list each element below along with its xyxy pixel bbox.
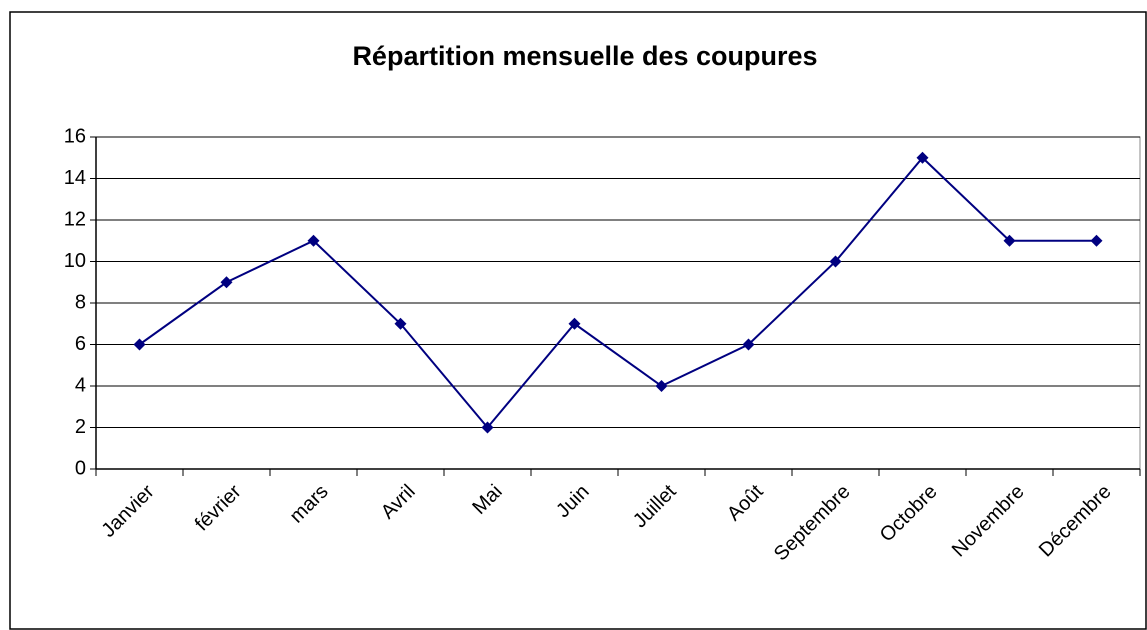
marker — [568, 317, 581, 330]
marker — [655, 380, 668, 392]
y-tick-label: 0 — [75, 457, 86, 479]
marker — [133, 338, 146, 351]
marker — [220, 276, 233, 289]
y-tick-label: 16 — [64, 125, 86, 147]
marker — [742, 338, 755, 351]
marker — [394, 317, 407, 330]
y-tick-label: 12 — [64, 208, 86, 230]
marker — [481, 421, 494, 434]
line — [138, 156, 1097, 430]
marker — [1003, 234, 1016, 247]
marker — [829, 255, 842, 268]
y-tick-label: 8 — [75, 291, 86, 313]
marker — [916, 151, 929, 164]
chart-title: Répartition mensuelle des coupures — [352, 41, 817, 71]
marker — [1090, 234, 1103, 247]
y-tick-label: 2 — [75, 416, 86, 438]
y-tick-label: 10 — [64, 250, 86, 272]
y-tick-label: 4 — [75, 374, 86, 396]
marker — [307, 234, 320, 247]
y-tick-label: 6 — [75, 333, 86, 355]
y-tick-label: 14 — [64, 167, 86, 189]
